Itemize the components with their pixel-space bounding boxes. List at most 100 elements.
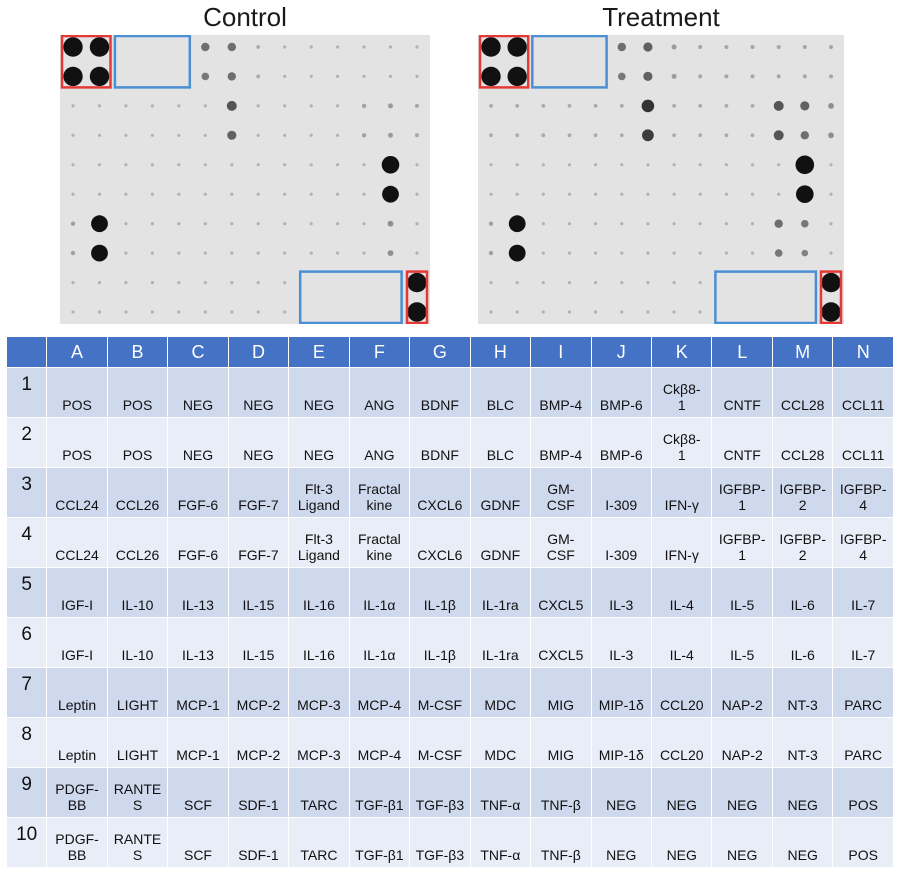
array-cell: IGF-I [46,567,108,618]
array-cell: FGF-7 [227,467,290,518]
array-spot [150,281,154,285]
analyte-label: RANTE S [113,781,162,813]
array-cell: IL-4 [650,617,713,668]
array-cell: ANG [348,417,411,468]
analyte-label: IGFBP- 2 [779,481,826,513]
analyte-label: MCP-4 [357,747,402,763]
array-cell: MIG [530,717,592,768]
analyte-label: IL-16 [302,647,335,663]
array-cell: LIGHT [106,667,169,718]
array-spot [829,45,833,49]
array-cell: NEG [167,367,229,418]
analyte-label: TGF-β3 [415,797,465,813]
analyte-label: TARC [300,847,338,863]
analyte-label: BMP-6 [599,447,643,463]
array-cell: Ckβ8- 1 [650,367,713,418]
array-spot [336,163,340,167]
analyte-label: CCL20 [659,697,704,713]
array-cell: MIG [530,667,592,718]
array-spot [177,192,181,196]
array-spot [724,45,729,49]
analyte-label: CCL26 [115,547,160,563]
array-cell: NT-3 [771,667,834,718]
array-cell: TGF-β3 [409,767,471,818]
array-spot [646,310,650,314]
array-cell: CCL20 [650,717,713,768]
analyte-label: IL-13 [182,647,214,663]
col-header-h: H [469,336,532,368]
array-spot [177,222,181,226]
analyte-label: ANG [364,397,395,413]
array-spot [336,133,340,137]
array-cell: GM- CSF [530,517,592,568]
analyte-label: CNTF [723,397,761,413]
array-cell: CNTF [711,417,773,468]
control-title: Control [203,2,287,32]
analyte-label: RANTE S [113,831,162,863]
array-spot [801,249,809,257]
analyte-label: PDGF- BB [55,781,99,813]
analyte-label: IGFBP- 2 [779,531,826,563]
analyte-label: FGF-6 [177,497,219,513]
array-spot [828,132,834,139]
control-blot-image [60,35,430,324]
array-spot [203,192,207,196]
row-number: 6 [5,617,48,668]
analyte-label: NEG [243,447,274,463]
analyte-label: SDF-1 [238,847,279,863]
array-spot [97,192,102,196]
array-spot [362,192,366,196]
analyte-label: NEG [606,847,637,863]
analyte-label: TNF-α [480,797,521,813]
table-row: 9 PDGF- BB RANTE S SCF SDF-1 TARC TGF-β1 TGF-β3… [5,767,894,818]
col-header-m: M [771,336,834,368]
analyte-label: GM- CSF [546,481,575,513]
array-spot [71,104,75,108]
array-cell: IL-1β [409,567,471,618]
analyte-label: GDNF [480,497,521,513]
array-spot [750,222,755,226]
array-spot [309,222,313,226]
analyte-label: MDC [484,747,517,763]
array-spot [256,45,261,49]
array-spot [415,45,419,49]
array-cell: MCP-1 [167,717,229,768]
array-spot [489,310,493,314]
array-cell: TNF-α [469,767,532,818]
analyte-label: BMP-6 [599,397,643,413]
array-cell: PDGF- BB [46,817,108,868]
array-spot [698,281,702,285]
analyte-label: MCP-3 [297,747,341,763]
array-spot [620,310,624,314]
array-spot [150,163,154,167]
array-cell: Leptin [46,717,108,768]
array-cell: TNF-β [530,817,592,868]
analyte-label: IL-1ra [482,597,519,613]
array-cell: IL-1α [348,567,411,618]
array-spot [698,74,703,79]
array-spot [646,281,650,285]
array-spot [774,249,783,257]
analyte-label: Flt-3 Ligand [297,481,340,513]
array-spot [515,310,519,314]
array-cell: IL-15 [227,567,290,618]
array-cell: BMP-6 [590,417,653,468]
negative-control-box [298,270,403,324]
row-number: 5 [5,567,48,618]
array-spot [387,250,394,256]
array-cell: MIP-1δ [590,667,653,718]
analyte-label: MCP-2 [236,747,281,763]
array-cell: MCP-2 [227,717,290,768]
analyte-label: MIP-1δ [598,697,644,713]
array-spot [177,281,181,285]
array-spot [256,192,260,196]
array-cell: Ckβ8- 1 [650,417,713,468]
analyte-label: Flt-3 Ligand [297,531,340,563]
array-spot [226,100,237,111]
array-cell: IFN-γ [650,517,713,568]
analyte-label: CCL11 [841,397,885,413]
array-spot [750,45,755,49]
array-cell: IL-10 [106,617,169,668]
col-header-n: N [832,336,894,368]
array-cell: NAP-2 [711,667,773,718]
